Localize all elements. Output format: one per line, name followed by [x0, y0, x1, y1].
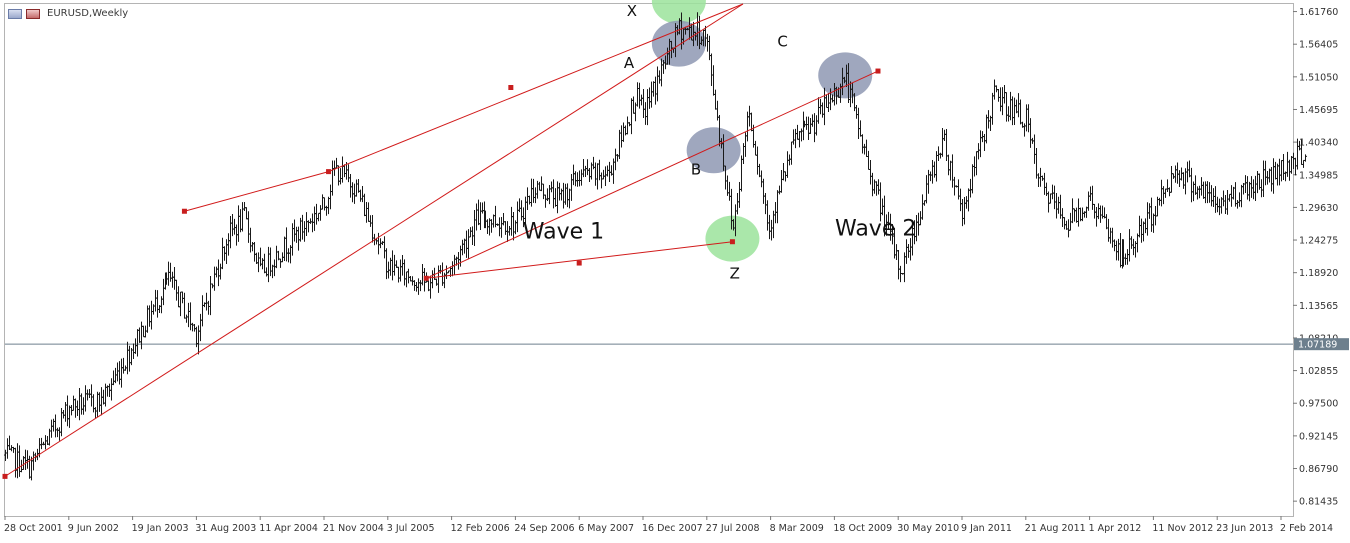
trendline [426, 70, 879, 279]
x-tick-label: 18 Oct 2009 [833, 523, 892, 534]
x-tick-label: 21 Aug 2011 [1025, 523, 1086, 534]
trendline [328, 3, 744, 173]
wave-point-label: X [627, 2, 637, 20]
x-tick-label: 3 Jul 2005 [387, 523, 435, 534]
x-tick-label: 24 Sep 2006 [514, 523, 574, 534]
x-tick-label: 21 Nov 2004 [323, 523, 384, 534]
x-tick-label: 1 Apr 2012 [1089, 523, 1142, 534]
x-tick-label: 2 Feb 2014 [1280, 523, 1333, 534]
trendline-anchor [423, 275, 429, 281]
wave-label: Wave 1 [523, 220, 604, 245]
x-tick-label: 28 Oct 2001 [4, 523, 63, 534]
trendline-anchor [576, 260, 582, 266]
y-tick-label: 1.24275 [1299, 236, 1338, 247]
highlight-ellipse [818, 52, 873, 99]
y-tick-label: 0.97500 [1299, 399, 1338, 410]
y-tick-label: 1.13565 [1299, 301, 1338, 312]
y-tick-label: 1.45695 [1299, 105, 1338, 116]
trendline-anchor [181, 208, 187, 214]
y-tick-label: 0.86790 [1299, 464, 1338, 475]
x-tick-label: 11 Nov 2012 [1152, 523, 1213, 534]
x-tick-label: 27 Jul 2008 [706, 523, 760, 534]
trendline [184, 171, 329, 212]
current-price-label: 1.07189 [1298, 340, 1337, 351]
x-tick-label: 8 Mar 2009 [770, 523, 824, 534]
highlight-ellipse [651, 0, 706, 24]
chart-symbol-icon [26, 8, 40, 19]
y-tick-label: 1.40340 [1299, 138, 1338, 149]
trendline-anchor [2, 473, 8, 479]
x-tick-label: 31 Aug 2003 [195, 523, 256, 534]
chart-title: EURUSD,Weekly [47, 8, 129, 19]
x-tick-label: 9 Jun 2002 [68, 523, 119, 534]
plot-area[interactable] [4, 3, 1294, 517]
highlight-ellipse [651, 20, 706, 67]
trendline-anchor [875, 68, 881, 74]
y-tick-label: 1.29630 [1299, 203, 1338, 214]
x-tick-label: 9 Jan 2011 [961, 523, 1012, 534]
y-tick-label: 1.18920 [1299, 268, 1338, 279]
trendline-anchor [729, 239, 735, 245]
x-tick-label: 30 May 2010 [897, 523, 959, 534]
x-tick-label: 23 Jun 2013 [1216, 523, 1273, 534]
current-price-box [1294, 338, 1349, 351]
x-tick-label: 12 Feb 2006 [451, 523, 510, 534]
x-tick-label: 19 Jan 2003 [132, 523, 189, 534]
x-tick-label: 16 Dec 2007 [642, 523, 703, 534]
x-tick-label: 11 Apr 2004 [259, 523, 318, 534]
wave-point-label: A [624, 54, 635, 72]
trendline-anchor [508, 85, 514, 91]
trendline [4, 3, 744, 477]
wave-label: Wave 2 [835, 217, 916, 242]
chart-title-bar: EURUSD,Weekly [8, 8, 128, 19]
highlight-ellipse [686, 127, 741, 174]
y-tick-label: 1.56405 [1299, 40, 1338, 51]
trendline-anchor [326, 169, 332, 175]
y-tick-label: 1.02855 [1299, 366, 1338, 377]
trendline [426, 241, 733, 279]
y-tick-label: 0.81435 [1299, 497, 1338, 508]
y-tick-label: 0.92145 [1299, 431, 1338, 442]
highlight-ellipse [705, 215, 760, 262]
chart-window-icon [8, 8, 22, 19]
y-tick-label: 1.51050 [1299, 72, 1338, 83]
y-tick-label: 1.61760 [1299, 7, 1338, 18]
wave-point-label: Z [730, 264, 740, 282]
x-tick-label: 6 May 2007 [578, 523, 634, 534]
wave-point-label: B [691, 161, 701, 179]
wave-point-label: C [777, 33, 787, 51]
y-tick-label: 1.34985 [1299, 170, 1338, 181]
